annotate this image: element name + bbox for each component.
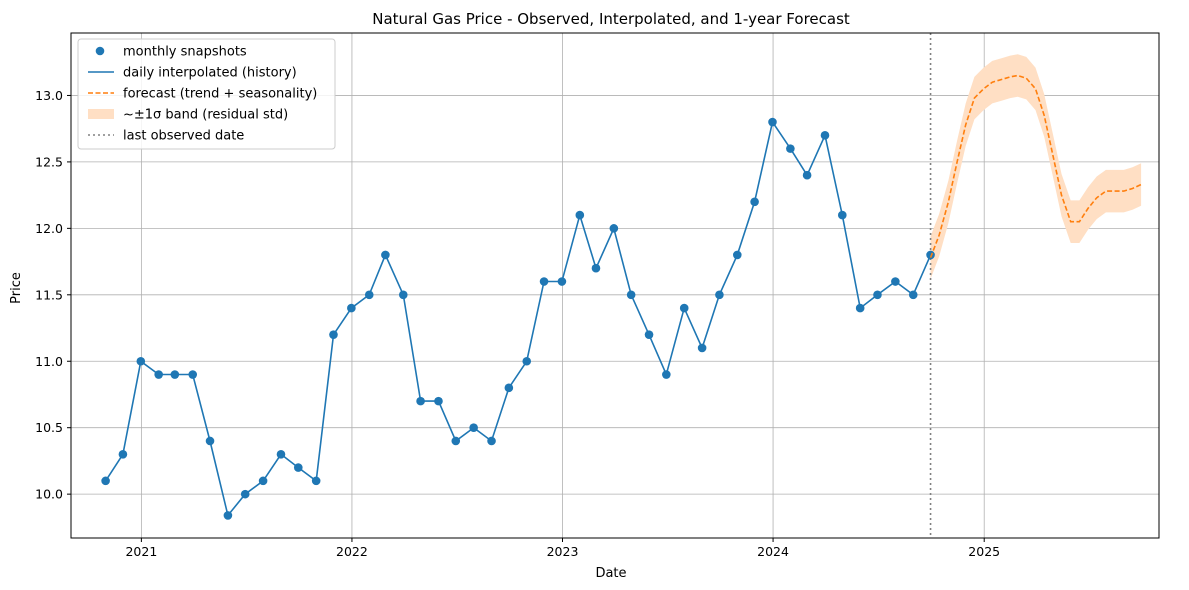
snapshot-point — [732, 250, 742, 260]
snapshot-point — [293, 463, 303, 472]
snapshot-point — [820, 131, 830, 140]
snapshot-point — [786, 144, 795, 153]
confidence-band-area — [930, 54, 1142, 279]
y-tick-label: 13.0 — [35, 88, 63, 103]
snapshot-point — [188, 370, 198, 379]
forecast-series — [929, 74, 1142, 258]
history-line — [104, 120, 932, 518]
snapshot-point — [170, 370, 180, 379]
snapshot-point — [205, 436, 215, 446]
legend-label: ~±1σ band (residual std) — [123, 108, 288, 123]
x-tick-label: 2025 — [968, 544, 1000, 559]
x-tick-label: 2023 — [547, 544, 579, 559]
snapshot-point — [557, 277, 567, 286]
y-tick-label: 11.0 — [35, 354, 63, 369]
snapshot-point — [609, 224, 619, 233]
snapshot-point — [364, 290, 374, 300]
snapshot-point — [750, 197, 759, 207]
snapshot-point — [329, 330, 338, 339]
y-tick-label: 10.5 — [35, 420, 63, 435]
snapshot-point — [626, 290, 636, 300]
snapshot-point — [837, 210, 847, 220]
snapshot-point — [451, 436, 461, 446]
snapshot-point — [662, 370, 671, 379]
y-axis-label: Price — [9, 272, 24, 304]
snapshot-point — [908, 290, 918, 300]
snapshot-point — [697, 343, 707, 353]
legend-marker-icon — [95, 46, 105, 56]
legend-label: forecast (trend + seasonality) — [123, 87, 317, 102]
snapshot-point — [873, 290, 882, 300]
y-axis: 10.0 10.5 11.0 11.5 12.0 12.5 13.0 — [35, 88, 71, 502]
snapshot-point — [416, 396, 425, 406]
x-tick-label: 2021 — [125, 544, 157, 559]
snapshot-point — [487, 436, 496, 446]
snapshot-point — [258, 476, 268, 486]
snapshot-point — [347, 303, 356, 313]
x-axis-label: Date — [595, 566, 626, 581]
snapshot-point — [522, 356, 532, 366]
snapshot-point — [240, 489, 250, 499]
snapshot-point — [398, 290, 408, 300]
snapshot-point — [276, 449, 286, 459]
y-tick-label: 12.0 — [35, 221, 63, 236]
snapshot-point — [381, 250, 390, 260]
snapshot-point — [715, 290, 724, 300]
snapshot-point — [591, 263, 601, 273]
snapshot-point — [855, 303, 865, 313]
legend-label: monthly snapshots — [123, 45, 247, 60]
legend-label: daily interpolated (history) — [123, 66, 297, 81]
snapshot-point — [136, 356, 146, 366]
y-tick-label: 11.5 — [35, 287, 63, 302]
confidence-band — [930, 54, 1142, 279]
x-tick-label: 2022 — [336, 544, 368, 559]
snapshot-point — [311, 476, 321, 486]
legend-band-icon — [88, 109, 114, 119]
y-tick-label: 12.5 — [35, 154, 63, 169]
snapshot-point — [223, 511, 233, 520]
legend-box — [77, 38, 336, 150]
snapshot-point — [926, 250, 935, 260]
legend-label: last observed date — [123, 129, 244, 144]
snapshot-point — [891, 277, 900, 286]
forecast-line — [929, 74, 1142, 258]
x-axis: 2021 2022 2023 2024 2025 — [125, 538, 1000, 559]
legend: monthly snapshots daily interpolated (his… — [77, 38, 336, 150]
chart-title: Natural Gas Price - Observed, Interpolat… — [372, 10, 850, 28]
snapshot-point — [539, 277, 549, 286]
snapshot-point — [154, 370, 163, 379]
snapshot-point — [768, 117, 777, 127]
snapshot-point — [118, 449, 128, 459]
snapshot-point — [644, 330, 654, 339]
snapshot-point — [469, 423, 478, 432]
x-tick-label: 2024 — [757, 544, 789, 559]
snapshot-point — [575, 210, 585, 220]
snapshot-point — [802, 170, 812, 180]
snapshot-point — [504, 383, 514, 393]
history-series — [101, 117, 935, 520]
snapshot-point — [101, 476, 110, 486]
plot-frame — [70, 32, 1160, 539]
snapshot-point — [679, 303, 689, 313]
snapshot-point — [434, 396, 443, 406]
y-tick-label: 10.0 — [35, 487, 63, 502]
